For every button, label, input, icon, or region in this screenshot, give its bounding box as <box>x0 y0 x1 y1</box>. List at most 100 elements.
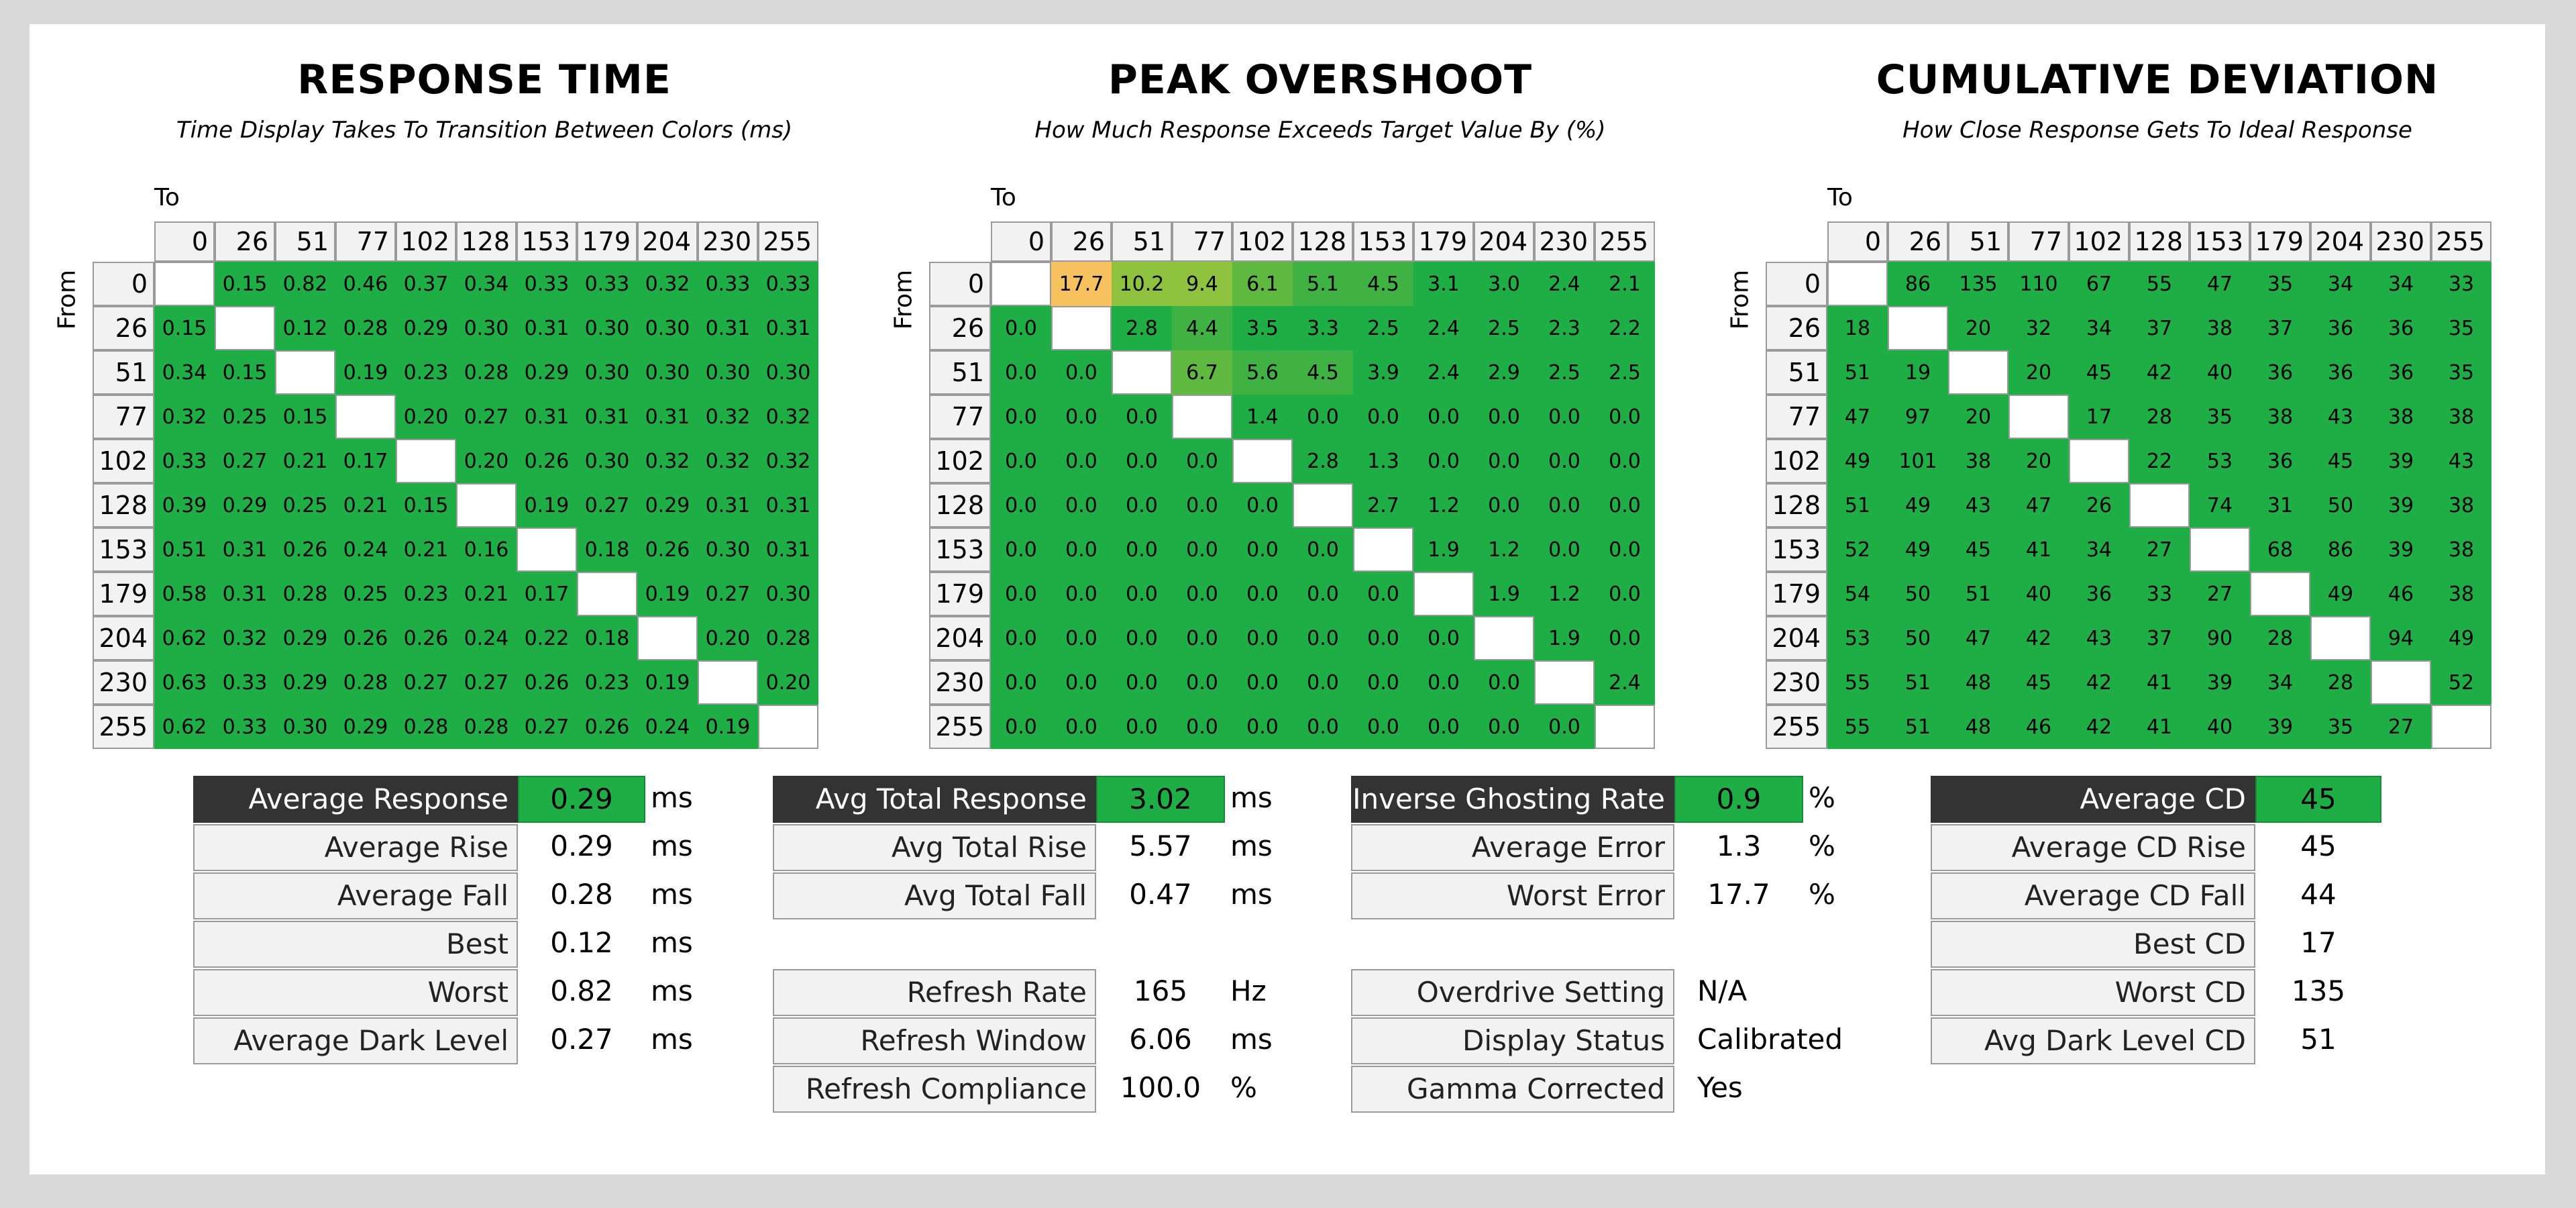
heatmap-cell: 0.33 <box>154 439 215 483</box>
column-header: 102 <box>1232 221 1293 262</box>
row-header: 26 <box>929 306 991 350</box>
diagonal-cell <box>577 572 637 616</box>
heatmap-cell: 0.0 <box>1534 395 1595 439</box>
heatmap-cell: 0.0 <box>1293 527 1353 572</box>
stat-unit: ms <box>1230 1023 1273 1056</box>
heatmap-cell: 0.15 <box>154 306 215 350</box>
heatmap-cell: 0.0 <box>1595 616 1655 660</box>
column-header: 128 <box>2129 221 2190 262</box>
heatmap-cell: 2.8 <box>1112 306 1172 350</box>
from-axis-label: From <box>53 269 81 330</box>
report-canvas: RESPONSE TIME Time Display Takes To Trans… <box>30 24 2545 1174</box>
heatmap-cell: 0.19 <box>517 483 577 527</box>
heatmap-cell: 0.0 <box>1413 705 1474 749</box>
heatmap-cell: 0.34 <box>154 350 215 395</box>
diagonal-cell <box>2069 439 2129 483</box>
stat-label: Refresh Window <box>773 1017 1096 1064</box>
diagonal-cell <box>517 527 577 572</box>
stat-unit: ms <box>651 781 693 814</box>
heatmap-cell: 0.16 <box>456 527 517 572</box>
heatmap-cell: 50 <box>1888 616 1948 660</box>
heatmap-cell: 0.0 <box>991 660 1051 705</box>
heatmap-cell: 0.32 <box>637 262 698 306</box>
heatmap-cell: 0.62 <box>154 705 215 749</box>
heatmap-cell: 0.82 <box>275 262 335 306</box>
column-header: 0 <box>154 221 215 262</box>
heatmap-cell: 0.31 <box>517 306 577 350</box>
to-axis-label: To <box>991 184 1016 211</box>
heatmap-cell: 0.31 <box>758 306 818 350</box>
heatmap-cell: 0.0 <box>1413 395 1474 439</box>
diagonal-cell <box>2129 483 2190 527</box>
stat-value: 0.28 <box>550 878 613 911</box>
row-header: 255 <box>93 705 154 749</box>
heatmap-cell: 0.29 <box>396 306 456 350</box>
column-header: 230 <box>2371 221 2431 262</box>
heatmap-cell: 0.32 <box>758 395 818 439</box>
heatmap-cell: 0.23 <box>577 660 637 705</box>
heatmap-cell: 0.27 <box>577 483 637 527</box>
heatmap-cell: 0.0 <box>991 395 1051 439</box>
stat-value: Calibrated <box>1697 1023 1843 1056</box>
heatmap-cell: 0.26 <box>396 616 456 660</box>
heatmap-cell: 33 <box>2129 572 2190 616</box>
heatmap-cell: 0.0 <box>1534 483 1595 527</box>
heatmap-cell: 0.0 <box>1051 572 1112 616</box>
heatmap-cell: 0.33 <box>215 705 275 749</box>
row-header: 153 <box>1766 527 1827 572</box>
heatmap-cell: 2.3 <box>1534 306 1595 350</box>
heatmap-cell: 34 <box>2310 262 2371 306</box>
row-header: 26 <box>93 306 154 350</box>
stat-label: Worst <box>193 969 518 1016</box>
column-header: 0 <box>1827 221 1888 262</box>
heatmap-cell: 0.0 <box>1051 439 1112 483</box>
column-header: 51 <box>1948 221 2008 262</box>
heatmap-cell: 0.0 <box>1232 483 1293 527</box>
column-header: 153 <box>2190 221 2250 262</box>
heatmap-cell: 0.0 <box>1172 705 1232 749</box>
column-header: 77 <box>1172 221 1232 262</box>
heatmap-cell: 0.0 <box>1232 572 1293 616</box>
heatmap-cell: 1.3 <box>1353 439 1413 483</box>
heatmap-cell: 5.6 <box>1232 350 1293 395</box>
stat-unit: ms <box>1230 781 1273 814</box>
heatmap-cell: 0.15 <box>215 262 275 306</box>
row-header: 204 <box>929 616 991 660</box>
heatmap-cell: 34 <box>2069 527 2129 572</box>
row-header: 77 <box>929 395 991 439</box>
column-header: 26 <box>215 221 275 262</box>
heatmap-cell: 0.31 <box>577 395 637 439</box>
stat-label: Average CD Rise <box>1931 824 2255 871</box>
heatmap-cell: 0.32 <box>215 616 275 660</box>
heatmap-cell: 0.0 <box>1232 616 1293 660</box>
heatmap-cell: 0.29 <box>335 705 396 749</box>
heatmap-cell: 46 <box>2371 572 2431 616</box>
heatmap-cell: 0.30 <box>577 350 637 395</box>
heatmap-cell: 0.29 <box>517 350 577 395</box>
stat-label: Overdrive Setting <box>1351 969 1674 1016</box>
column-header: 153 <box>1353 221 1413 262</box>
heatmap-cell: 86 <box>2310 527 2371 572</box>
heatmap-cell: 0.0 <box>1051 395 1112 439</box>
heatmap-cell: 0.30 <box>637 306 698 350</box>
heatmap-cell: 53 <box>2190 439 2250 483</box>
heatmap-cell: 0.21 <box>396 527 456 572</box>
heatmap-cell: 0.32 <box>154 395 215 439</box>
heatmap-cell: 2.4 <box>1413 350 1474 395</box>
heatmap-cell: 0.0 <box>1051 660 1112 705</box>
heatmap-cell: 0.0 <box>1232 527 1293 572</box>
heatmap-cell: 0.0 <box>1172 439 1232 483</box>
heatmap-cell: 43 <box>2069 616 2129 660</box>
diagonal-cell <box>698 660 758 705</box>
diagonal-cell <box>1413 572 1474 616</box>
heatmap-cell: 0.20 <box>698 616 758 660</box>
stat-label: Avg Total Response <box>773 776 1096 823</box>
heatmap-cell: 45 <box>2310 439 2371 483</box>
heatmap-cell: 0.0 <box>991 616 1051 660</box>
heatmap-cell: 39 <box>2371 527 2431 572</box>
stat-value: Yes <box>1697 1071 1743 1104</box>
chart-title: CUMULATIVE DEVIATION <box>1876 56 2439 103</box>
stat-label: Average CD Fall <box>1931 872 2255 919</box>
stat-label: Worst Error <box>1351 872 1674 919</box>
heatmap-cell: 45 <box>1948 527 2008 572</box>
